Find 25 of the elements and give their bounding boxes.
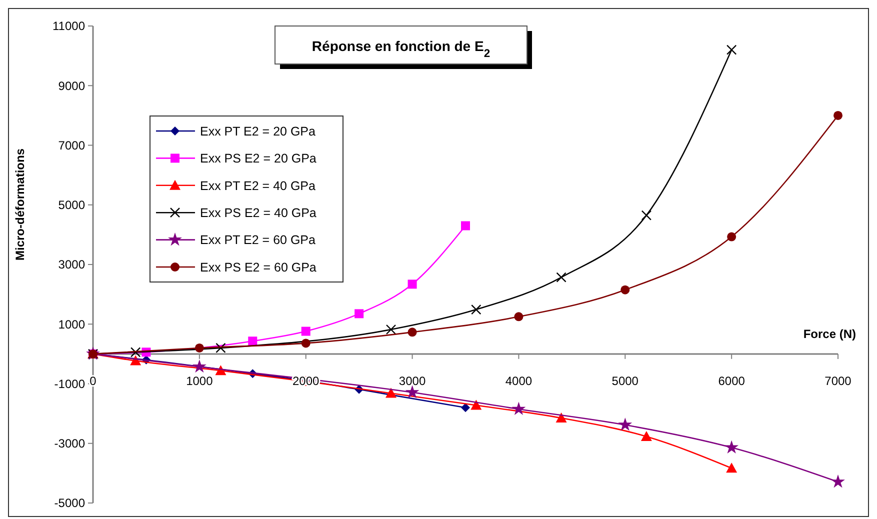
y-tick-label: -3000: [54, 436, 86, 451]
y-tick-label: 7000: [58, 138, 86, 152]
x-tick-label: 1000: [186, 374, 214, 388]
legend-label: Exx PT E2 = 40 GPa: [200, 178, 316, 193]
text: Réponse en fonction de E$_{2}$: [312, 38, 490, 60]
y-axis-title: Micro-déformations: [13, 148, 27, 261]
legend-label: Exx PT E2 = 20 GPa: [200, 124, 316, 138]
legend-label: Exx PS E2 = 40 GPa: [200, 206, 316, 220]
x-axis-title: Force (N): [803, 326, 856, 341]
x-tick-label: 6000: [718, 374, 746, 388]
y-tick-label: 11000: [52, 19, 86, 34]
x-tick-label: 5000: [612, 374, 639, 388]
y-tick-label: -5000: [54, 496, 86, 510]
legend-label: Exx PS E2 = 60 GPa: [200, 260, 316, 274]
x-tick-label: 3000: [398, 374, 426, 388]
y-tick-label: 9000: [58, 78, 86, 93]
x-tick-label: 0: [90, 374, 97, 388]
y-tick-label: 3000: [58, 258, 86, 272]
legend-label: Exx PS E2 = 20 GPa: [200, 152, 316, 166]
y-tick-label: 5000: [58, 198, 86, 212]
y-tick-label: -1000: [54, 376, 86, 391]
legend-label: Exx PT E2 = 60 GPa: [200, 233, 316, 248]
x-tick-label: 4000: [505, 374, 532, 388]
x-tick-label: 7000: [824, 374, 852, 388]
y-tick-label: 1000: [58, 317, 86, 332]
